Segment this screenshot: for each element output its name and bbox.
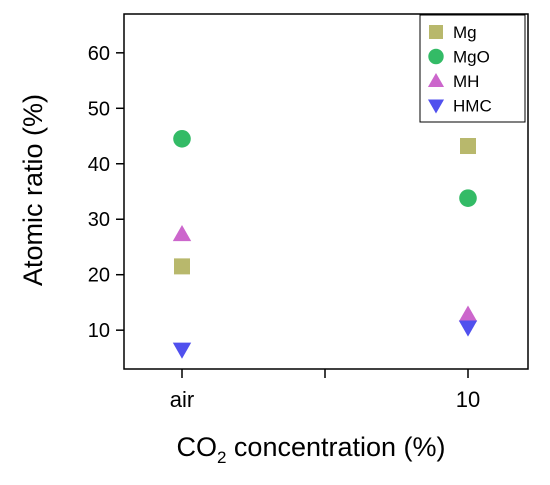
x-axis-title-subscript: 2 [217, 448, 226, 467]
y-tick-label: 50 [88, 98, 110, 120]
data-points [172, 130, 478, 359]
y-tick-label: 60 [88, 43, 110, 65]
legend-marker-mh [427, 72, 445, 88]
legend-label-mgo: MgO [453, 48, 490, 67]
legend-marker-hmc [427, 99, 445, 114]
legend-label-mh: MH [453, 72, 479, 91]
x-axis-title-rest: concentration (%) [226, 432, 445, 462]
x-tick-label: air [170, 387, 194, 412]
plot-frame [123, 13, 529, 370]
legend-label-mg: Mg [453, 23, 477, 42]
point-mh-10 [458, 305, 478, 322]
legend-marker-mg [429, 25, 443, 39]
point-hmc-10 [458, 320, 478, 337]
x-tick-label: 10 [456, 387, 480, 412]
point-mg-10 [460, 138, 476, 155]
y-tick-label: 10 [88, 320, 110, 342]
point-mg-air [174, 258, 190, 275]
y-tick-label: 20 [88, 265, 110, 287]
y-tick-label: 40 [88, 154, 110, 176]
x-axis: air 10 [170, 369, 480, 412]
legend-label-hmc: HMC [453, 97, 492, 116]
x-axis-title-main: CO [176, 432, 217, 462]
y-axis-title: Atomic ratio (%) [18, 94, 48, 286]
point-mgo-air [173, 130, 191, 148]
point-hmc-air [172, 342, 192, 359]
x-axis-title: CO2 concentration (%) [176, 432, 445, 467]
y-tick-label: 30 [88, 209, 110, 231]
point-mh-air [172, 225, 192, 242]
y-axis: 10 20 30 40 50 60 [88, 43, 124, 342]
legend-marker-mgo [428, 48, 444, 65]
legend: Mg MgO MH HMC [419, 14, 526, 123]
point-mgo-10 [459, 189, 477, 207]
